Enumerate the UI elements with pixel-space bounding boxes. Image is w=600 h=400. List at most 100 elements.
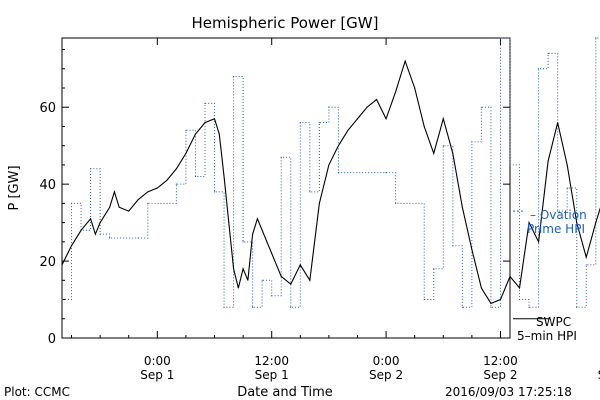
swpc-point	[299, 264, 301, 266]
swpc-point	[61, 264, 63, 266]
swpc-point	[452, 152, 454, 154]
swpc-point	[385, 118, 387, 120]
ovation-point	[213, 191, 216, 193]
ovation-point	[490, 306, 492, 308]
swpc-point	[528, 222, 530, 224]
ovation-point	[452, 245, 454, 247]
swpc-point	[499, 299, 501, 301]
swpc-point	[290, 283, 292, 285]
swpc-point	[137, 199, 139, 201]
swpc-point	[404, 60, 406, 62]
ovation-point	[109, 237, 111, 239]
swpc-point	[461, 206, 463, 208]
ovation-point	[576, 306, 578, 308]
ovation-point	[194, 175, 197, 178]
ovation-point	[147, 202, 149, 204]
swpc-point	[309, 279, 311, 281]
ovation-point	[557, 210, 559, 212]
swpc-point	[566, 164, 568, 166]
swpc-point	[538, 241, 540, 243]
ovation-point	[70, 202, 73, 204]
swpc-point	[261, 229, 263, 231]
swpc-point	[118, 206, 120, 208]
plot-credit: Plot: CCMC	[4, 385, 70, 399]
ovation-point	[232, 75, 235, 78]
series-swpc	[61, 59, 600, 305]
swpc-point	[80, 229, 82, 231]
ovation-line	[62, 37, 600, 308]
swpc-point	[204, 122, 206, 124]
swpc-point	[490, 302, 492, 304]
swpc-point	[147, 191, 149, 193]
swpc-point	[271, 252, 273, 254]
ovation-point	[185, 129, 187, 131]
ovation-point	[299, 122, 301, 124]
ovation-point	[89, 168, 92, 170]
swpc-point	[328, 164, 330, 166]
legend-swpc-label-line2: 5–min HPI	[517, 329, 577, 343]
swpc-point	[214, 118, 216, 120]
chart-title: Hemispheric Power [GW]	[192, 14, 379, 32]
legend-swpc-label-line1: SWPC	[536, 315, 571, 329]
plot-timestamp: 2016/09/03 17:25:18	[445, 385, 572, 399]
swpc-point	[175, 168, 177, 170]
ovation-point	[337, 172, 340, 174]
swpc-point	[356, 118, 358, 120]
ovation-point	[480, 106, 483, 108]
ovation-point	[175, 183, 177, 185]
swpc-point	[347, 129, 349, 131]
x-tick-label-time: 0:00	[144, 354, 171, 368]
ovation-point	[309, 191, 311, 193]
ovation-point	[471, 141, 473, 143]
x-tick-label-day: Sep 1	[255, 368, 289, 382]
swpc-point	[576, 222, 578, 224]
ovation-point	[204, 102, 206, 104]
swpc-point	[256, 218, 258, 220]
series-ovation-prime	[61, 37, 600, 308]
swpc-point	[237, 287, 239, 289]
ovation-point	[328, 106, 330, 108]
swpc-point	[433, 152, 435, 154]
swpc-point	[185, 152, 187, 154]
y-tick-label: 0	[48, 332, 56, 347]
ovation-point	[595, 37, 597, 39]
legend-ovation-label-line1: – Ovation	[530, 208, 587, 222]
swpc-point	[109, 206, 111, 208]
ovation-point	[290, 306, 292, 308]
plot-frame	[61, 37, 511, 339]
x-tick-label-time: 12:00	[254, 354, 289, 368]
swpc-point	[223, 175, 225, 177]
ovation-point	[280, 156, 282, 158]
swpc-point	[557, 122, 559, 124]
ovation-point	[99, 233, 101, 235]
ovation-point	[518, 298, 521, 301]
legend: – Ovation Prime HPI SWPC 5–min HPI	[513, 208, 587, 343]
swpc-point	[509, 275, 511, 277]
x-tick-label-day: Sep 2	[369, 368, 403, 382]
swpc-point	[252, 233, 254, 235]
ovation-point	[585, 264, 587, 266]
swpc-point	[113, 191, 115, 193]
swpc-point	[99, 222, 101, 224]
ovation-point	[61, 298, 63, 301]
y-axis-ticks: 0 20 40 60	[39, 49, 510, 347]
y-tick-label: 40	[39, 178, 56, 193]
swpc-point	[585, 256, 587, 258]
swpc-point	[471, 249, 473, 251]
swpc-point	[280, 275, 282, 277]
swpc-point	[128, 210, 130, 212]
swpc-point	[423, 125, 425, 127]
ovation-point	[318, 122, 320, 124]
x-tick-label-day: Sep 2	[483, 368, 517, 382]
x-tick-label-day: Sep 1	[140, 368, 174, 382]
swpc-point	[166, 179, 168, 181]
swpc-point	[442, 118, 444, 120]
ovation-point	[252, 306, 254, 308]
swpc-point	[395, 91, 397, 93]
swpc-point	[194, 133, 196, 135]
swpc-point	[366, 106, 368, 108]
swpc-point	[90, 218, 92, 220]
ovation-point	[271, 295, 273, 297]
